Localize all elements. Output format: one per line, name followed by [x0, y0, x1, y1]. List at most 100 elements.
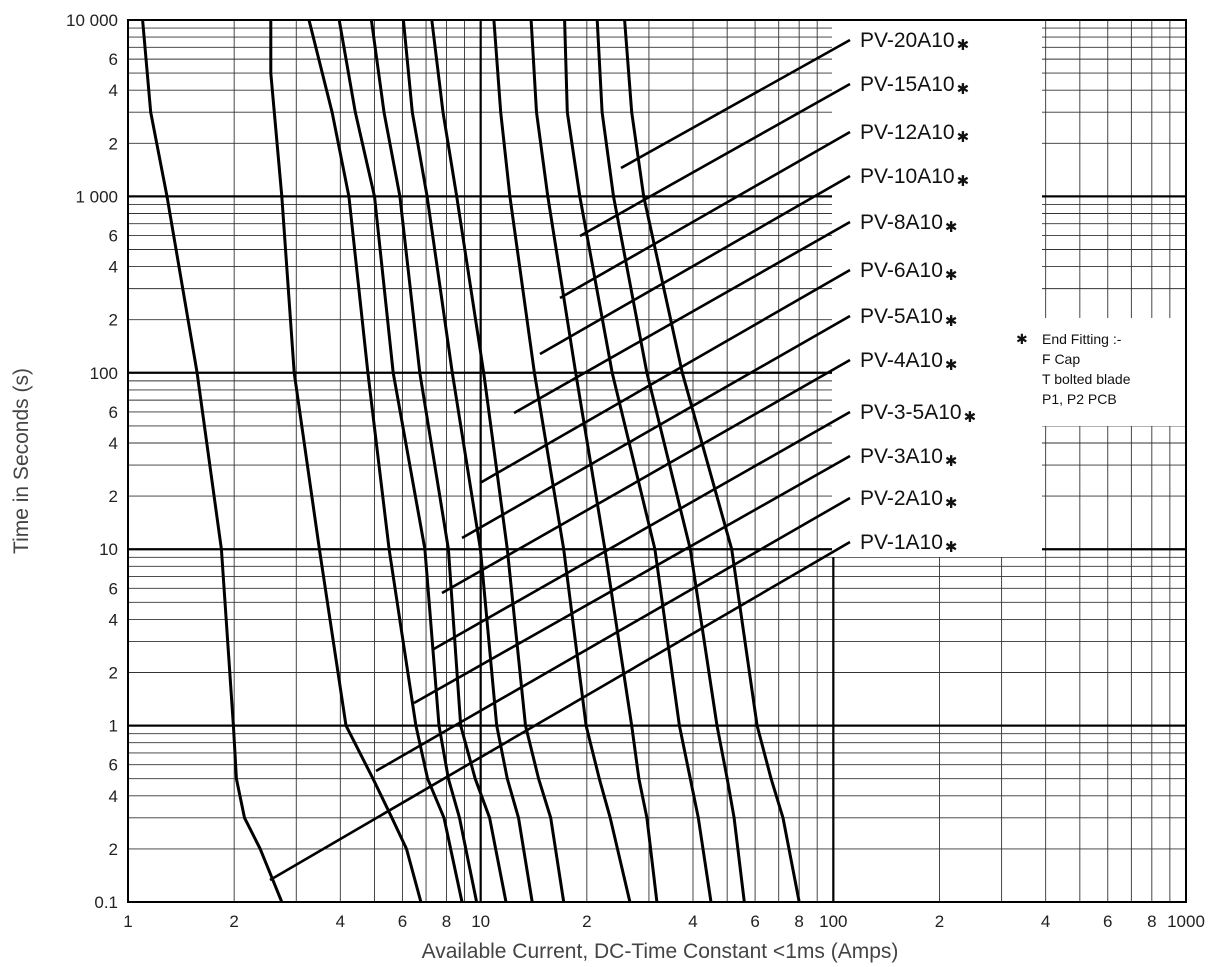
- asterisk-icon: ✱: [957, 173, 970, 190]
- end-fitting-note: ✱ End Fitting :- F Cap T bolted blade P1, P2…: [1016, 331, 1131, 407]
- note-panel: [1008, 318, 1185, 426]
- asterisk-icon: ✱: [1016, 331, 1028, 347]
- x-tick-label: 4: [688, 912, 697, 931]
- series-label-pv-10a10: PV-10A10 ✱: [860, 165, 969, 190]
- leader-lines: [269, 38, 851, 882]
- curve-pv-10a10: [529, 19, 659, 903]
- asterisk-icon: ✱: [945, 219, 958, 236]
- y-tick-label: 6: [109, 579, 118, 598]
- y-tick-label: 6: [109, 403, 118, 422]
- leader-pv-2a10: [375, 496, 851, 773]
- series-label-pv-3a10: PV-3A10 ✱: [860, 445, 957, 470]
- series-label-pv-12a10: PV-12A10 ✱: [860, 121, 969, 146]
- asterisk-icon: ✱: [945, 357, 958, 374]
- curve-pv-8a10: [492, 19, 632, 903]
- y-tick-label: 2: [109, 134, 118, 153]
- x-tick-label: 6: [1103, 912, 1112, 931]
- note-line: T bolted blade: [1042, 371, 1131, 387]
- asterisk-icon: ✱: [945, 313, 958, 330]
- melting-curves: [141, 19, 801, 903]
- x-tick-label: 4: [336, 912, 345, 931]
- leader-pv-20a10: [620, 38, 851, 170]
- leader-pv-3-5a10: [431, 410, 851, 652]
- curve-pv-1a10: [141, 19, 284, 903]
- x-tick-label: 1: [123, 912, 132, 931]
- asterisk-icon: ✱: [945, 495, 958, 512]
- y-tick-label: 4: [109, 258, 118, 277]
- y-tick-label: 6: [109, 756, 118, 775]
- x-tick-label: 10: [471, 912, 490, 931]
- leader-pv-10a10: [539, 174, 851, 356]
- x-tick-label: 8: [442, 912, 451, 931]
- x-tick-label: 100: [819, 912, 847, 931]
- series-label-panel: [832, 21, 1042, 557]
- curve-pv-5a10: [401, 19, 534, 903]
- series-label-pv-3-5a10: PV-3-5A10 ✱: [860, 401, 976, 426]
- curve-pv-2a10: [269, 20, 423, 903]
- y-tick-label: 4: [109, 81, 118, 100]
- y-tick-label: 6: [109, 227, 118, 246]
- curve-pv-6a10: [430, 19, 566, 903]
- label-panels: [832, 21, 1185, 557]
- x-tick-label: 6: [750, 912, 759, 931]
- y-tick-label: 2: [109, 311, 118, 330]
- x-tick-label: 8: [794, 912, 803, 931]
- asterisk-icon: ✱: [957, 129, 970, 146]
- x-tick-label: 8: [1147, 912, 1156, 931]
- series-labels: PV-20A10 ✱ PV-15A10 ✱ PV-12A10 ✱ PV-10A10 ✱ PV-8…: [860, 29, 976, 556]
- asterisk-icon: ✱: [957, 81, 970, 98]
- y-tick-label: 100: [90, 364, 118, 383]
- leader-pv-8a10: [513, 220, 851, 415]
- asterisk-icon: ✱: [957, 37, 970, 54]
- curve-pv-20a10: [623, 19, 801, 903]
- x-tick-label: 6: [398, 912, 407, 931]
- y-tick-label: 10 000: [66, 11, 118, 30]
- leader-pv-3a10: [413, 454, 851, 705]
- series-label-pv-6a10: PV-6A10 ✱: [860, 259, 957, 284]
- y-tick-label: 1: [109, 717, 118, 736]
- series-label-pv-2a10: PV-2A10 ✱: [860, 487, 957, 512]
- y-tick-label: 1 000: [75, 187, 118, 206]
- series-label-pv-8a10: PV-8A10 ✱: [860, 211, 957, 236]
- plot-frame: [127, 19, 1187, 903]
- x-tick-label: 2: [582, 912, 591, 931]
- note-line: F Cap: [1042, 351, 1080, 367]
- curve-pv-3a10: [307, 19, 464, 903]
- note-line: P1, P2 PCB: [1042, 391, 1117, 407]
- y-tick-label: 2: [109, 487, 118, 506]
- leader-pv-1a10: [269, 540, 851, 882]
- x-tick-label: 2: [935, 912, 944, 931]
- x-tick-label: 1000: [1167, 912, 1205, 931]
- curve-pv-15a10: [595, 19, 746, 903]
- asterisk-icon: ✱: [964, 409, 977, 426]
- asterisk-icon: ✱: [945, 539, 958, 556]
- y-tick-label: 4: [109, 610, 118, 629]
- curve-pv-4a10: [369, 19, 508, 903]
- tick-labels: 1 2 4 6 8 10 2 4 6 8 100 2 4 6 8 1000 0.1 2 4 6 1 2 4 6 10 2 4 6 100…: [66, 11, 1205, 931]
- series-label-pv-20a10: PV-20A10 ✱: [860, 29, 969, 54]
- y-tick-label: 4: [109, 434, 118, 453]
- asterisk-icon: ✱: [945, 267, 958, 284]
- y-tick-label: 2: [109, 663, 118, 682]
- y-tick-label: 10: [99, 540, 118, 559]
- y-tick-label: 6: [109, 50, 118, 69]
- y-tick-label: 4: [109, 787, 118, 806]
- x-tick-label: 4: [1041, 912, 1050, 931]
- series-label-pv-5a10: PV-5A10 ✱: [860, 305, 957, 330]
- note-line: End Fitting :-: [1042, 331, 1122, 347]
- series-label-pv-1a10: PV-1A10 ✱: [860, 531, 957, 556]
- series-label-pv-4a10: PV-4A10 ✱: [860, 349, 957, 374]
- leader-pv-5a10: [461, 314, 851, 540]
- y-tick-label: 2: [109, 840, 118, 859]
- asterisk-icon: ✱: [945, 453, 958, 470]
- leader-pv-12a10: [559, 130, 851, 300]
- curve-pv-12a10: [563, 19, 713, 903]
- x-axis-title: Available Current, DC-Time Constant <1ms…: [422, 940, 899, 963]
- curve-pv-3-5a10: [337, 19, 479, 903]
- y-axis-title: Time in Seconds (s): [10, 368, 33, 554]
- x-tick-label: 2: [229, 912, 238, 931]
- leader-pv-6a10: [479, 268, 851, 485]
- series-label-pv-15a10: PV-15A10 ✱: [860, 73, 969, 98]
- leader-pv-15a10: [579, 82, 851, 238]
